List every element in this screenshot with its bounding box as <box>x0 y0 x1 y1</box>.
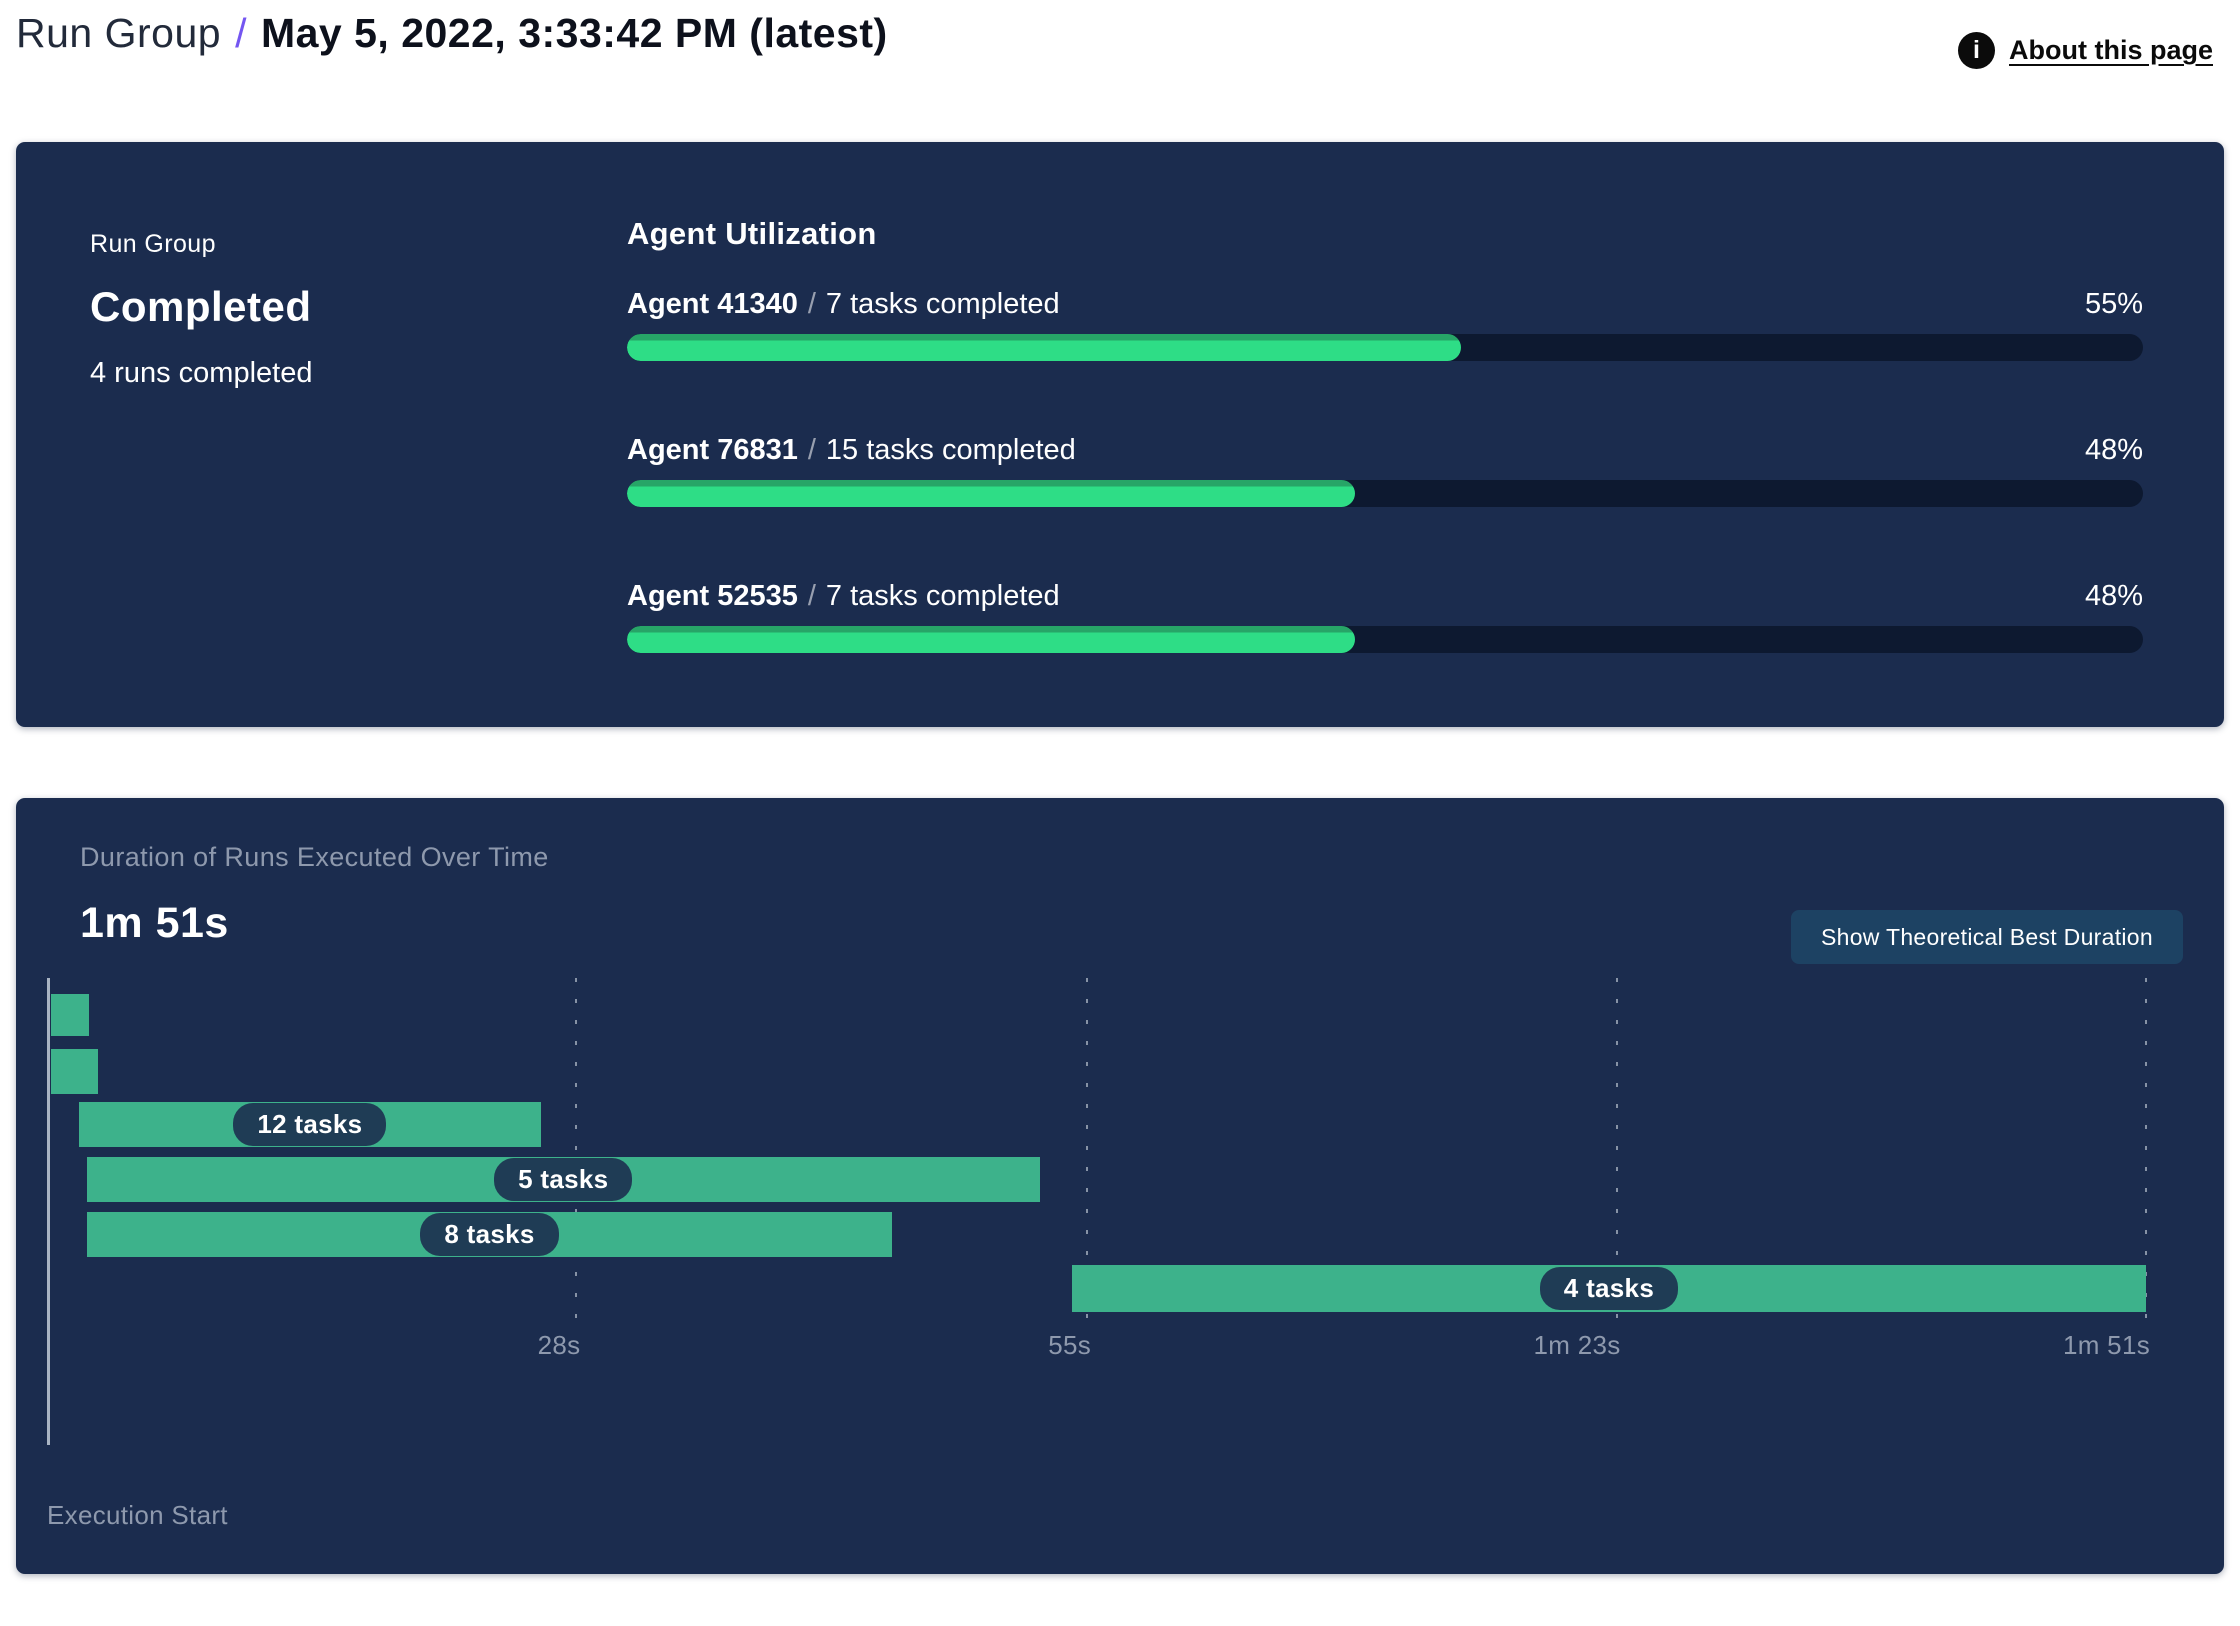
breadcrumb-separator: / <box>235 10 247 56</box>
run-task-count-pill: 8 tasks <box>420 1213 559 1256</box>
duration-panel: Duration of Runs Executed Over Time 1m 5… <box>16 798 2224 1574</box>
breadcrumb-run-group[interactable]: Run Group <box>16 10 222 56</box>
run-task-count-pill: 5 tasks <box>494 1158 633 1201</box>
agent-utilization-fill <box>627 480 1355 507</box>
agent-label: Agent 41340 / 7 tasks completed <box>627 288 1060 321</box>
agent-separator: / <box>807 288 816 320</box>
gridline-28s <box>575 978 578 1328</box>
axis-tick-label: 1m 23s <box>1533 1330 1621 1360</box>
show-theoretical-best-duration-button[interactable]: Show Theoretical Best Duration <box>1790 910 2183 964</box>
agent-utilization-percent: 48% <box>2084 434 2143 466</box>
run-group-eyebrow: Run Group <box>90 230 216 258</box>
agent-tasks: 15 tasks completed <box>825 434 1076 466</box>
run-group-status-block: Run Group Completed 4 runs completed <box>16 142 627 727</box>
execution-start-axis-line <box>47 978 50 1445</box>
agent-utilization-title: Agent Utilization <box>627 216 877 251</box>
run-group-summary-panel: Run Group Completed 4 runs completed Age… <box>16 142 2224 727</box>
agent-tasks: 7 tasks completed <box>825 580 1060 612</box>
duration-chart-title: Duration of Runs Executed Over Time <box>80 842 549 872</box>
page-title: May 5, 2022, 3:33:42 PM (latest) <box>260 10 888 56</box>
axis-tick-label: 1m 51s <box>2062 1330 2150 1360</box>
run-bar[interactable]: 5 tasks <box>86 1157 1040 1202</box>
run-bar[interactable]: 4 tasks <box>1071 1265 2146 1312</box>
agent-utilization-percent: 48% <box>2084 580 2143 612</box>
agent-label: Agent 76831 / 15 tasks completed <box>627 434 1076 467</box>
agent-label: Agent 52535 / 7 tasks completed <box>627 580 1060 613</box>
agent-utilization-fill <box>627 626 1355 653</box>
agent-name: Agent 76831 <box>627 434 798 466</box>
agent-name: Agent 52535 <box>627 580 798 612</box>
agent-name: Agent 41340 <box>627 288 798 320</box>
run-bar[interactable]: 12 tasks <box>79 1102 541 1147</box>
run-group-status: Completed <box>90 283 312 330</box>
total-duration-value: 1m 51s <box>80 899 229 947</box>
agent-row: Agent 41340 / 7 tasks completed 55% <box>627 288 2143 361</box>
run-task-count-pill: 4 tasks <box>1539 1267 1679 1310</box>
agent-utilization-track <box>627 334 2143 361</box>
gridline-55s <box>1086 978 1089 1328</box>
agent-separator: / <box>807 434 816 466</box>
agent-utilization-track <box>627 480 2143 507</box>
agent-row: Agent 76831 / 15 tasks completed 48% <box>627 434 2143 507</box>
about-this-page-label[interactable]: About this page <box>2009 35 2213 65</box>
axis-tick-label: 28s <box>537 1330 581 1360</box>
page-header: Run Group / May 5, 2022, 3:33:42 PM (lat… <box>0 0 2240 142</box>
agent-utilization-fill <box>627 334 1461 361</box>
run-bar[interactable] <box>50 1049 99 1094</box>
axis-tick-label: 55s <box>1048 1330 1092 1360</box>
run-bar[interactable] <box>50 994 89 1036</box>
execution-start-label: Execution Start <box>47 1500 228 1530</box>
agent-utilization-section: Agent Utilization Agent 41340 / 7 tasks co… <box>627 142 2224 727</box>
runs-completed-count: 4 runs completed <box>90 357 313 389</box>
breadcrumb: Run Group / May 5, 2022, 3:33:42 PM (lat… <box>16 10 888 57</box>
run-bar[interactable]: 8 tasks <box>86 1212 893 1257</box>
agent-separator: / <box>807 580 816 612</box>
gridline-1m51s <box>2145 978 2147 1328</box>
duration-gantt-chart: 12 tasks 5 tasks 8 tasks 4 tasks 28s 55s… <box>47 978 2150 1558</box>
agent-row: Agent 52535 / 7 tasks completed 48% <box>627 580 2143 653</box>
agent-utilization-track <box>627 626 2143 653</box>
about-this-page-link[interactable]: i About this page <box>1958 32 2213 69</box>
agent-tasks: 7 tasks completed <box>825 288 1060 320</box>
info-icon[interactable]: i <box>1958 32 1995 69</box>
agent-utilization-percent: 55% <box>2084 288 2143 320</box>
run-task-count-pill: 12 tasks <box>233 1103 387 1146</box>
gridline-1m23s <box>1615 978 1618 1328</box>
